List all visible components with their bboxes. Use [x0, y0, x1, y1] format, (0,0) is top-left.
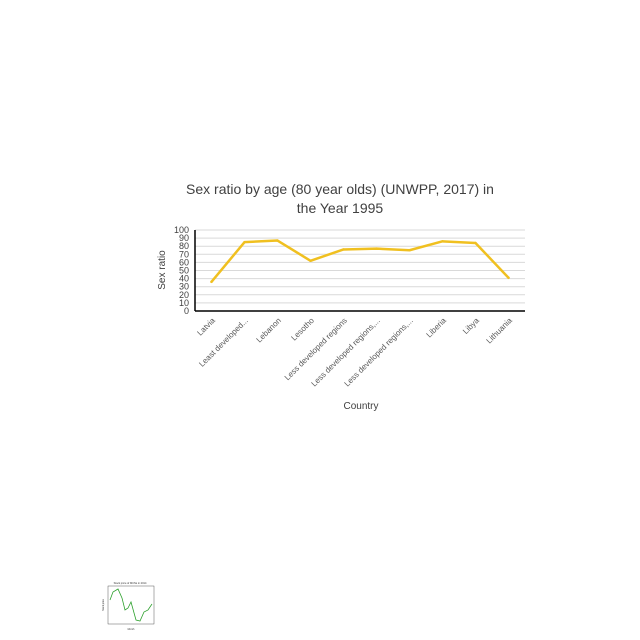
series: [210, 239, 510, 284]
y-tick-label: 10: [179, 298, 189, 308]
y-tick-label: 90: [179, 233, 189, 243]
y-tick-label: 30: [179, 282, 189, 292]
data-point: [210, 280, 213, 284]
thumbnail-y-label: Stock price: [102, 598, 105, 610]
x-category-label: Lesotho: [289, 316, 316, 343]
thumbnail-chart: Stock price of MCNs in 2014 Month Stock …: [102, 581, 155, 631]
data-point: [507, 276, 510, 279]
x-category-label: Lebanon: [255, 316, 283, 344]
data-point: [441, 240, 444, 243]
data-point: [309, 259, 312, 262]
chart-title-line-1: Sex ratio by age (80 year olds) (UNWPP, …: [186, 181, 494, 197]
x-category-label: Less developed regions: [283, 316, 349, 382]
y-tick-label: 70: [179, 249, 189, 259]
thumbnail-frame: [107, 585, 155, 625]
y-tick-label: 100: [174, 225, 189, 235]
gridlines: [195, 229, 525, 304]
chart-title-line-2: the Year 1995: [297, 200, 384, 216]
y-tick-label: 50: [179, 266, 189, 276]
data-point: [375, 247, 378, 250]
y-axis-label: Sex ratio: [157, 250, 168, 290]
x-category-label: Libya: [461, 316, 481, 336]
data-point: [243, 240, 246, 244]
series-line-0: [210, 239, 510, 284]
y-tick-label: 80: [179, 241, 189, 251]
x-category-label: Liberia: [425, 316, 449, 340]
y-tick-label: 60: [179, 257, 189, 267]
thumbnail-title: Stock price of MCNs in 2014: [114, 581, 147, 585]
y-tick-label: 20: [179, 290, 189, 300]
data-point: [276, 239, 279, 242]
thumbnail-x-label: Month: [128, 628, 135, 631]
data-point: [342, 248, 345, 251]
data-point: [474, 241, 477, 245]
y-tick-label: 40: [179, 274, 189, 284]
x-category-label: Latvia: [195, 316, 217, 338]
x-axis-label: Country: [343, 401, 378, 412]
thumbnail-series-line: [109, 588, 153, 622]
y-tick-label: 0: [184, 306, 189, 316]
x-category-label: Lithuania: [485, 316, 515, 346]
data-point: [408, 249, 411, 252]
x-category-label: Less developed regions,...: [343, 316, 415, 388]
